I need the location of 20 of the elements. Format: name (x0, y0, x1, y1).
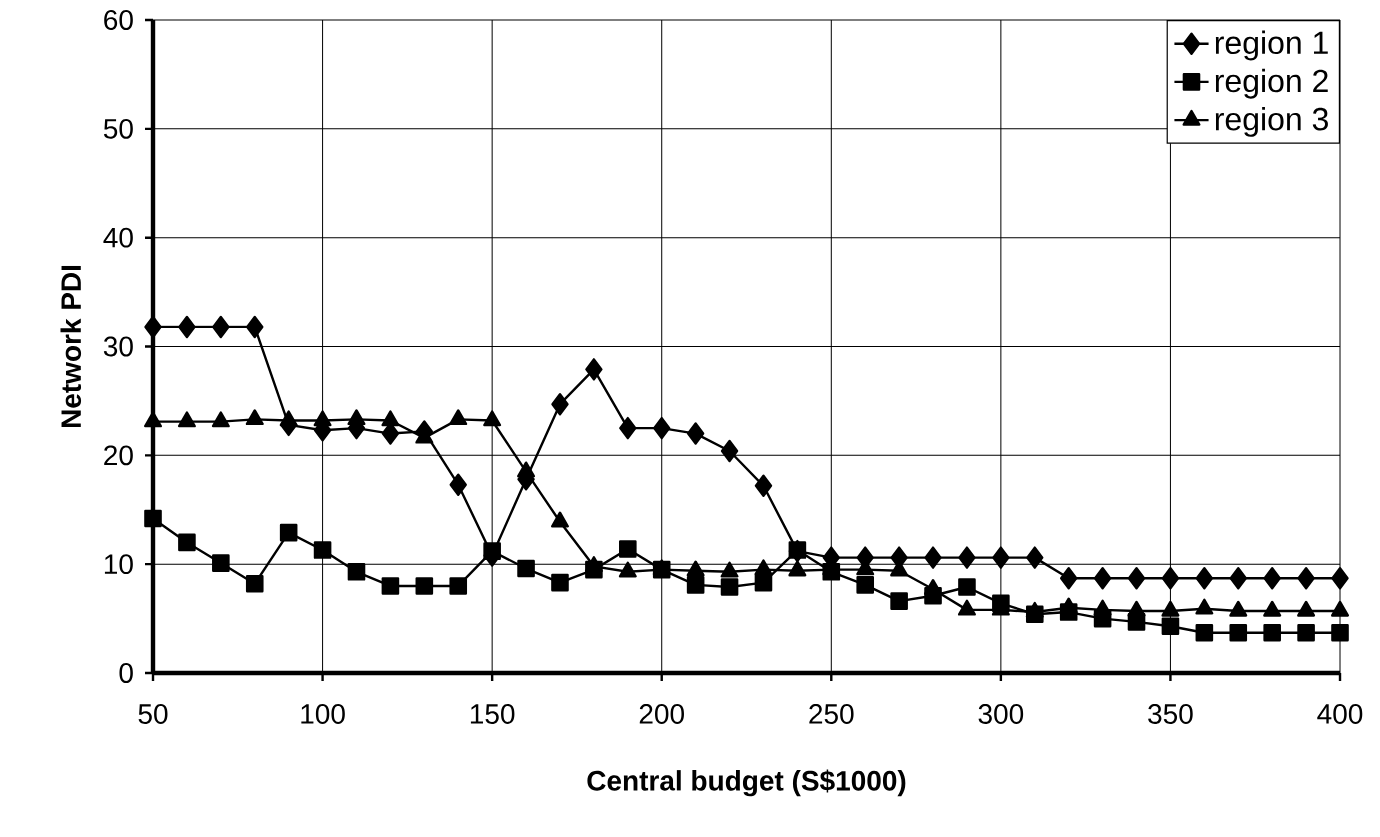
x-tick-label: 400 (1317, 704, 1363, 724)
x-tick-label: 100 (301, 704, 345, 724)
x-tick-label: 150 (470, 704, 515, 724)
y-tick-label: 60 (104, 10, 133, 30)
x-tick-label: 250 (809, 704, 854, 724)
x-tick-label: 200 (639, 704, 684, 724)
x-tick-label: 50 (138, 704, 168, 724)
y-tick-label: 50 (103, 118, 133, 139)
x-axis-title: Central budget (S$1000) (587, 769, 906, 797)
x-tick-label: 300 (978, 704, 1024, 724)
y-tick-label: 0 (119, 663, 133, 683)
legend-label: region 3 (1215, 106, 1328, 137)
legend-label: region 2 (1215, 68, 1328, 99)
y-tick-label: 10 (104, 554, 133, 575)
y-tick-label: 20 (104, 445, 133, 466)
x-tick-label: 350 (1148, 704, 1193, 724)
legend-label: region 1 (1215, 30, 1328, 61)
y-tick-label: 30 (103, 336, 133, 357)
y-tick-label: 40 (103, 227, 133, 248)
y-axis-title: Network PDI (60, 265, 82, 428)
